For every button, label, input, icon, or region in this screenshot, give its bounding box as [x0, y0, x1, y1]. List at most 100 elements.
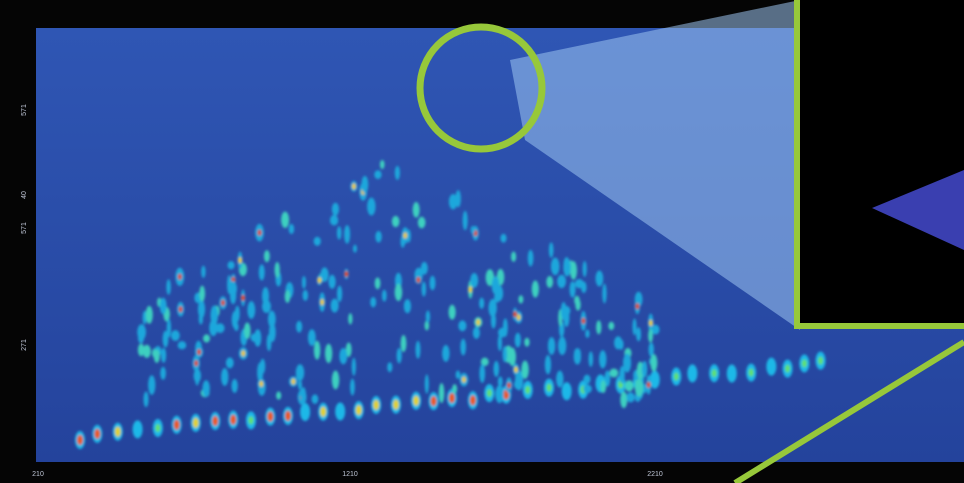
peak [137, 343, 145, 357]
peak [215, 323, 225, 334]
peak [497, 334, 502, 352]
peak [197, 349, 202, 356]
peak [636, 361, 644, 380]
peak [614, 336, 623, 350]
peak [452, 384, 458, 394]
peak [582, 260, 587, 277]
peak [455, 370, 461, 379]
peak [220, 299, 225, 306]
peak [458, 320, 467, 332]
peak [624, 380, 634, 392]
peak [202, 380, 210, 397]
peak [508, 347, 517, 367]
peak [650, 354, 658, 372]
peak [531, 280, 539, 298]
peak [448, 193, 458, 210]
peak [177, 273, 182, 280]
peak [558, 336, 567, 356]
y-tick-label: 571 [21, 104, 28, 116]
peak [350, 378, 355, 396]
peak [351, 357, 356, 376]
peak [641, 360, 648, 378]
peak [203, 334, 211, 343]
peak [212, 416, 219, 427]
peak [748, 368, 754, 377]
peak [375, 230, 382, 243]
peak [544, 355, 552, 375]
peak [546, 276, 554, 288]
peak [506, 382, 511, 389]
peak [413, 395, 420, 406]
peak [336, 285, 343, 303]
peak [651, 324, 660, 335]
peak [429, 275, 436, 291]
peak [513, 311, 518, 318]
peak [448, 304, 456, 320]
peak [583, 384, 592, 394]
peak [311, 394, 319, 404]
peak [374, 170, 382, 180]
peak [320, 267, 329, 282]
peak [491, 276, 500, 295]
peak [137, 331, 145, 344]
x-tick-label: 1210 [342, 471, 358, 478]
peak [648, 342, 654, 357]
peak [330, 298, 339, 313]
peak [516, 314, 521, 321]
peak [193, 369, 202, 383]
peak [178, 306, 183, 313]
peak [284, 410, 291, 421]
peak [595, 270, 604, 287]
peak [573, 348, 582, 365]
peak [599, 350, 607, 369]
peak [262, 287, 270, 306]
peak [142, 344, 151, 358]
peak [198, 313, 203, 325]
peak [300, 403, 311, 422]
peak [561, 382, 572, 401]
peak [421, 281, 427, 297]
peak [513, 379, 523, 390]
peak [557, 274, 567, 289]
peak [225, 357, 234, 369]
peak [336, 226, 342, 240]
peak [276, 391, 282, 400]
peak [581, 281, 587, 294]
peak [344, 270, 349, 277]
peak [229, 286, 237, 305]
peak [234, 322, 239, 332]
peak [479, 364, 486, 383]
peak [518, 295, 524, 304]
peak [391, 215, 400, 228]
x-tick-label: 2210 [647, 471, 663, 478]
peak [424, 374, 429, 394]
peak [609, 368, 619, 378]
peak [143, 391, 149, 408]
peak [328, 274, 336, 289]
peak [785, 364, 791, 373]
peak [500, 233, 507, 243]
peak [511, 251, 517, 262]
peak [132, 420, 143, 439]
peak [177, 341, 187, 350]
peak [320, 406, 327, 417]
peak [221, 368, 229, 386]
peak [525, 385, 531, 394]
peak [430, 396, 437, 407]
zoom-circle [416, 23, 546, 153]
peak [524, 337, 530, 347]
peak [367, 197, 376, 216]
peak [153, 349, 160, 363]
peak [425, 310, 431, 323]
peak [415, 340, 421, 359]
inset-wedge [872, 170, 964, 250]
peak [266, 334, 272, 352]
peak [370, 296, 377, 308]
peak [527, 249, 534, 267]
peak [448, 393, 455, 404]
peak [468, 286, 473, 293]
peak [396, 347, 402, 364]
peak [166, 279, 171, 295]
peak [711, 369, 717, 378]
